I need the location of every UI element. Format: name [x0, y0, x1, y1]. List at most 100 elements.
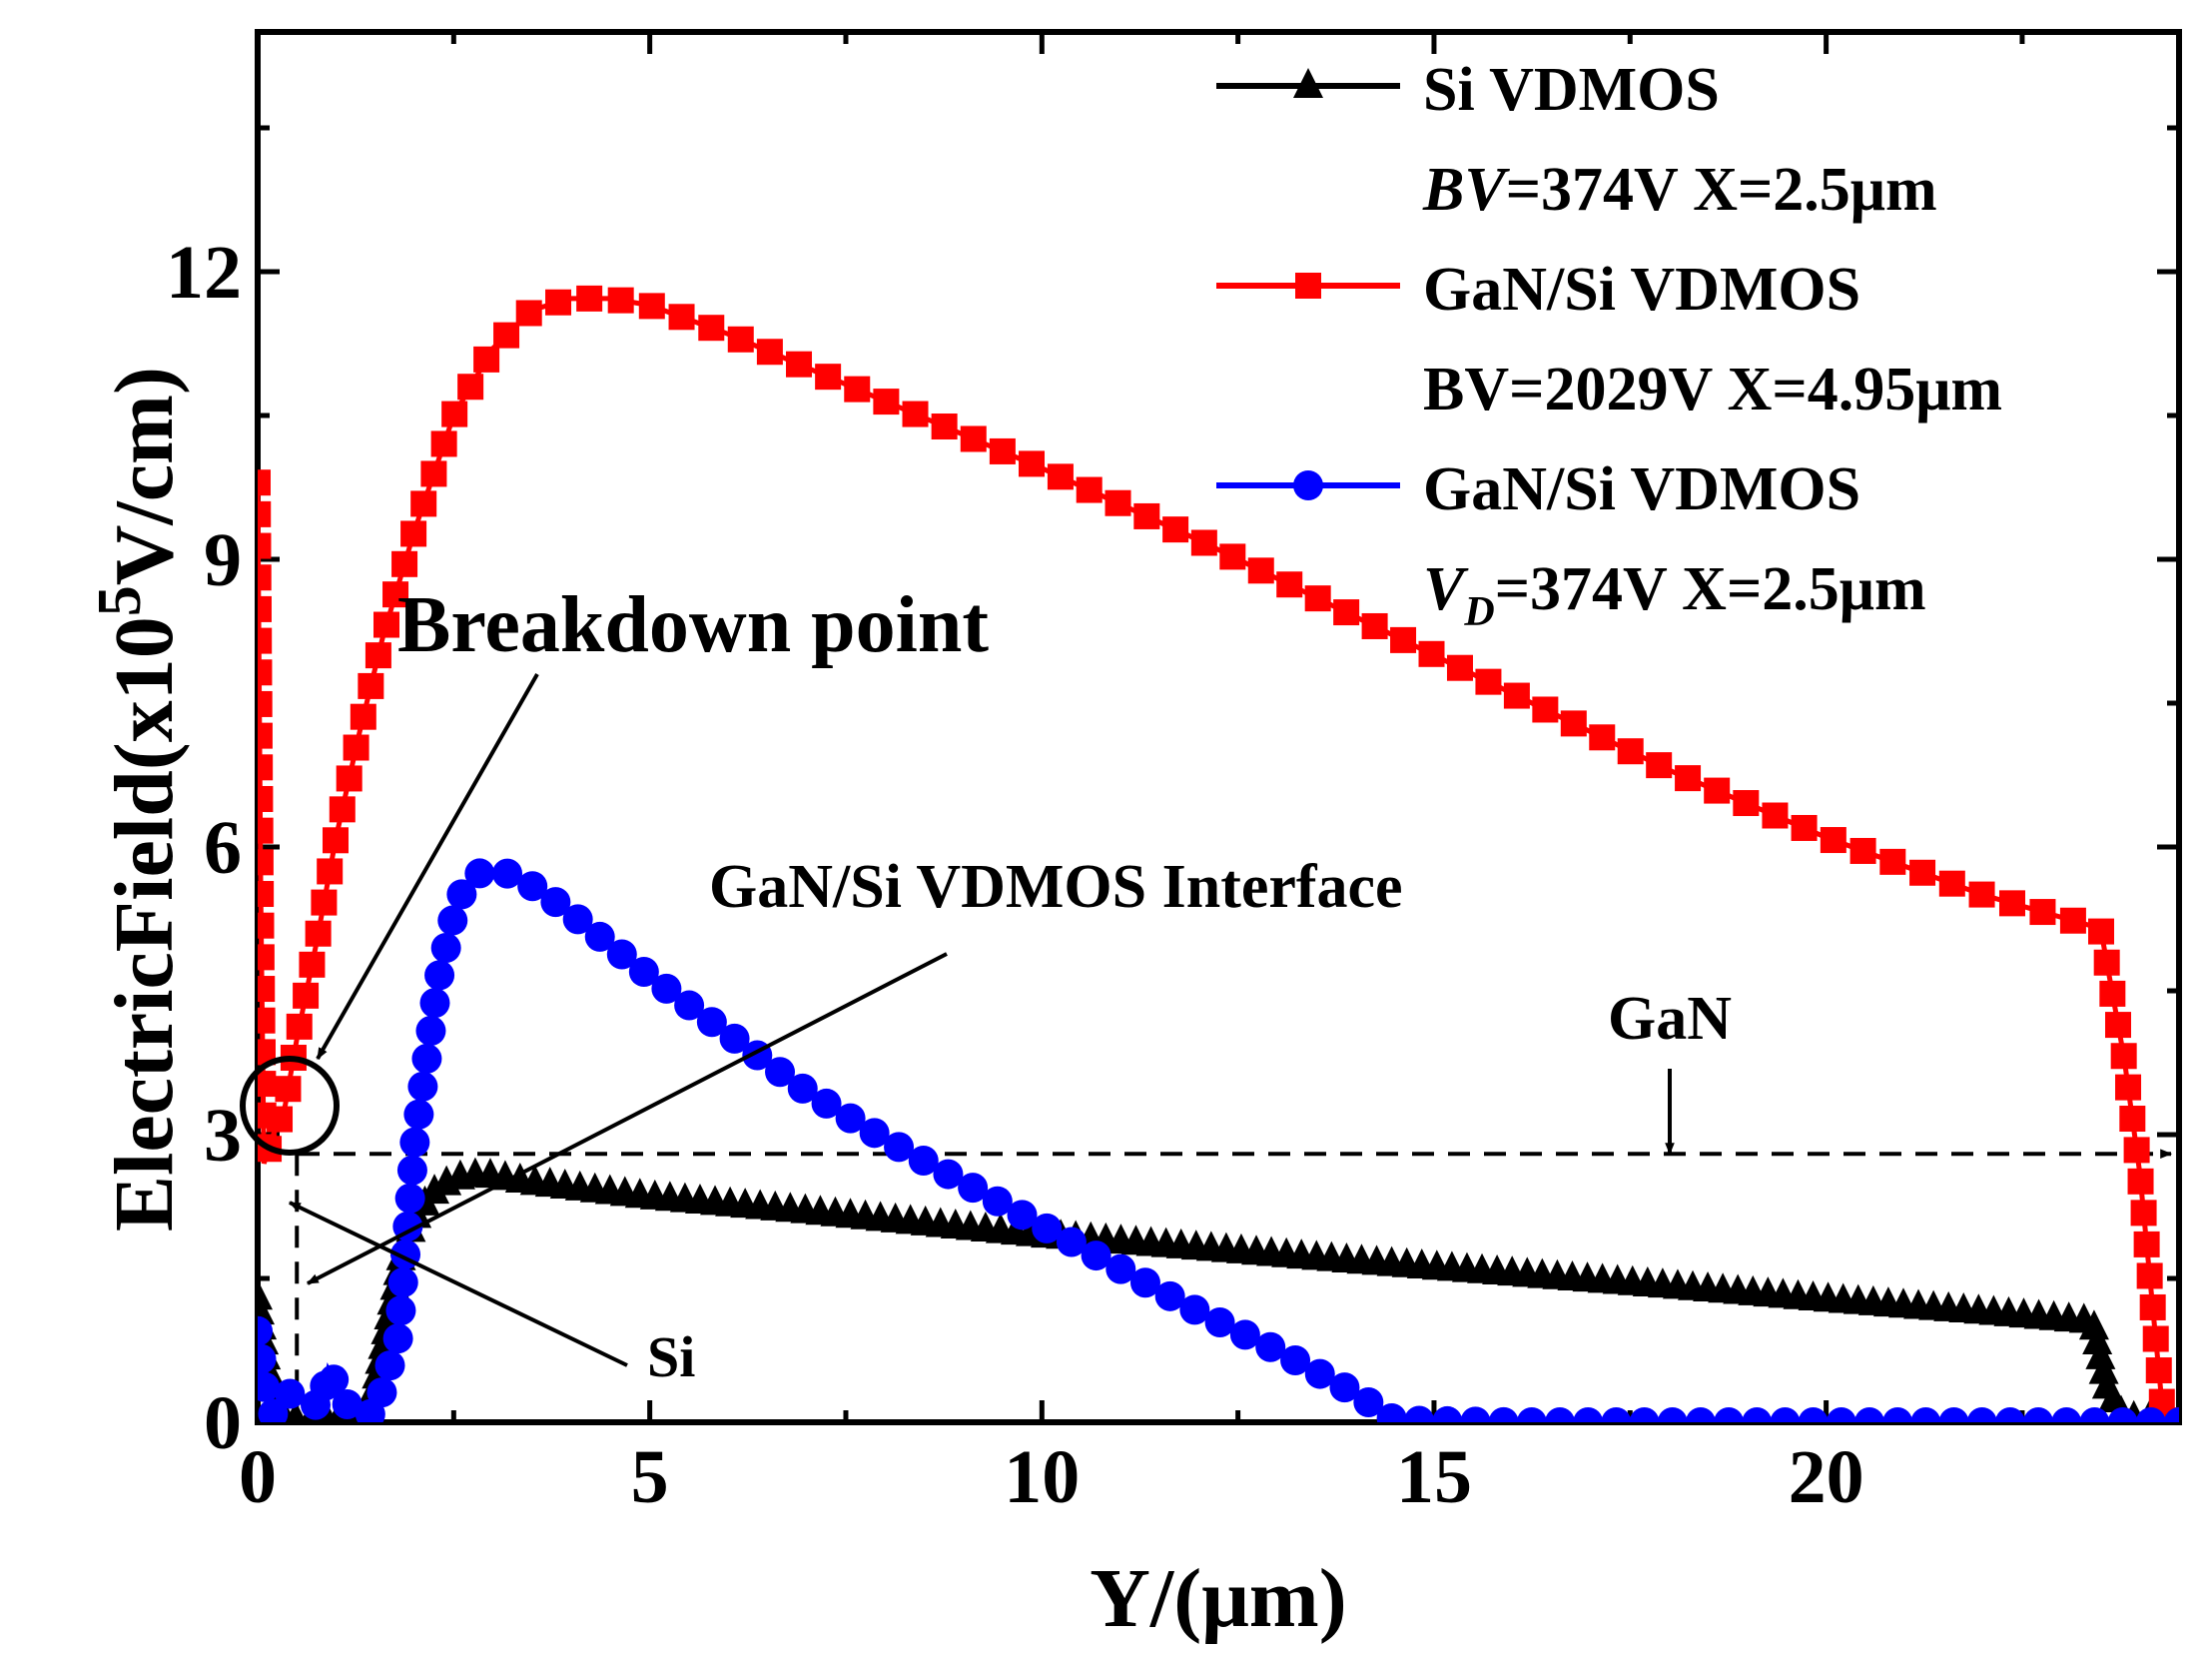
data-point-gan_vd	[1460, 1406, 1491, 1422]
data-point-gan_vd	[765, 1057, 796, 1088]
data-point-gan_bv	[2119, 1106, 2146, 1133]
data-point-gan_vd	[2051, 1407, 2082, 1422]
data-point-gan_vd	[437, 905, 468, 936]
interface-label: GaN/Si VDMOS Interface	[709, 853, 1403, 921]
data-point-gan_bv	[258, 881, 275, 908]
data-point-gan_vd	[424, 960, 455, 991]
data-point-gan_vd	[1032, 1213, 1063, 1244]
data-point-gan_bv	[1276, 571, 1303, 598]
y-tick-label: 6	[204, 806, 242, 890]
data-point-gan_vd	[1329, 1372, 1360, 1403]
data-point-gan_bv	[1998, 890, 2025, 917]
data-point-gan_vd	[884, 1132, 915, 1163]
data-point-gan_bv	[844, 376, 871, 403]
data-point-gan_bv	[305, 920, 332, 947]
data-point-gan_vd	[1545, 1407, 1576, 1422]
data-point-gan_bv	[1909, 859, 1936, 886]
data-point-gan_bv	[1390, 626, 1417, 653]
data-point-gan_bv	[258, 976, 276, 1003]
x-tick-label: 10	[1004, 1435, 1080, 1519]
data-point-gan_bv	[267, 1106, 294, 1133]
gan-label: GaN	[1608, 985, 1732, 1053]
data-point-gan_bv	[1304, 585, 1331, 612]
data-point-gan_vd	[1770, 1407, 1801, 1422]
data-point-gan_bv	[410, 490, 437, 517]
data-point-gan_bv	[1532, 696, 1559, 723]
data-point-gan_bv	[317, 858, 344, 885]
data-point-gan_bv	[2130, 1200, 2157, 1227]
data-point-gan_vd	[1826, 1407, 1856, 1422]
data-point-gan_vd	[1601, 1407, 1632, 1422]
data-point-gan_bv	[286, 1013, 313, 1040]
data-point-gan_vd	[415, 1016, 446, 1047]
data-point-gan_bv	[391, 550, 418, 577]
data-point-gan_bv	[258, 1071, 277, 1098]
data-point-gan_vd	[1994, 1407, 2025, 1422]
data-point-gan_vd	[1376, 1402, 1407, 1422]
data-point-gan_bv	[2123, 1137, 2150, 1164]
data-point-gan_bv	[2136, 1262, 2163, 1289]
data-point-gan_bv	[2093, 949, 2120, 976]
data-point-gan_bv	[258, 469, 271, 496]
data-point-gan_bv	[2115, 1074, 2142, 1101]
data-point-gan_vd	[1685, 1407, 1716, 1422]
data-point-gan_vd	[1573, 1407, 1604, 1422]
data-point-gan_vd	[540, 887, 571, 918]
data-point-gan_bv	[873, 389, 900, 415]
data-point-gan_vd	[275, 1378, 306, 1409]
data-point-gan_bv	[1617, 738, 1644, 765]
data-point-gan_vd	[1179, 1294, 1210, 1325]
data-point-gan_bv	[1849, 837, 1876, 864]
data-point-gan_bv	[607, 287, 634, 314]
series-line-gan_vd	[258, 868, 2179, 1422]
legend-sublabel: BV=2029V X=4.95μm	[1423, 356, 2002, 423]
data-point-gan_vd	[2135, 1407, 2166, 1422]
data-point-gan_vd	[258, 1315, 273, 1346]
data-point-gan_vd	[1966, 1407, 1997, 1422]
data-point-gan_bv	[1646, 752, 1673, 779]
y-axis-title: ElectricField(x105V/cm)	[86, 367, 191, 1232]
data-point-gan_vd	[1056, 1227, 1087, 1257]
data-point-gan_bv	[343, 734, 369, 761]
y-axis-title-exponent: 5	[86, 585, 154, 616]
data-point-gan_bv	[1675, 765, 1702, 792]
data-point-gan_vd	[1432, 1405, 1463, 1422]
data-point-gan_vd	[385, 1295, 416, 1326]
data-point-gan_bv	[931, 414, 958, 440]
data-point-gan_vd	[517, 871, 548, 902]
data-point-gan_bv	[1503, 682, 1530, 709]
data-point-gan_vd	[958, 1173, 989, 1204]
breakdown-circle	[240, 1056, 340, 1156]
legend-label: Si VDMOS	[1423, 56, 1720, 124]
x-tick-label: 20	[1789, 1435, 1864, 1519]
data-point-gan_bv	[1333, 599, 1360, 626]
legend-sublabel-italic: V	[1423, 555, 1469, 623]
data-point-si	[2088, 1353, 2119, 1384]
data-point-gan_bv	[493, 322, 520, 349]
data-point-gan_vd	[1229, 1319, 1260, 1350]
legend-marker	[1295, 273, 1321, 299]
interface-arrow	[306, 952, 948, 1285]
y-axis-title-main: ElectricField(x10	[98, 616, 191, 1232]
data-point-gan_bv	[365, 642, 391, 669]
data-point-gan_bv	[258, 500, 272, 527]
data-point-gan_bv	[258, 627, 273, 654]
data-point-gan_vd	[835, 1103, 866, 1134]
data-point-gan_bv	[2059, 907, 2086, 934]
data-point-gan_bv	[258, 849, 274, 876]
data-point-gan_vd	[374, 1350, 405, 1381]
y-tick-label: 3	[204, 1094, 242, 1178]
data-point-gan_bv	[668, 304, 695, 331]
ticks-layer: 0 5 10 15 20 0 3 6 9 12	[166, 32, 2179, 1519]
data-point-gan_bv	[727, 326, 754, 353]
x-tick-label: 0	[239, 1435, 277, 1519]
legend-marker	[1293, 470, 1323, 500]
series-gan_vd	[258, 858, 2179, 1422]
data-point-gan_bv	[2127, 1168, 2154, 1195]
series-layer	[258, 285, 2179, 1422]
legend-entry-gan_vd: GaN/Si VDMOS VD=374V X=2.5μm	[1216, 455, 1926, 635]
data-point-gan_bv	[1076, 476, 1103, 503]
